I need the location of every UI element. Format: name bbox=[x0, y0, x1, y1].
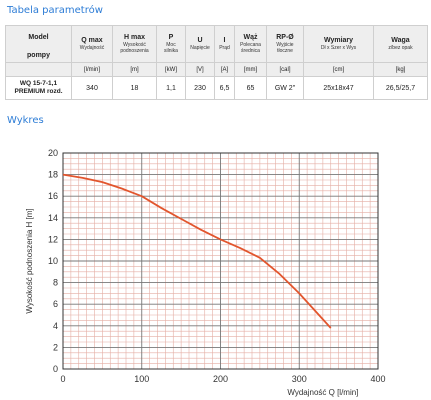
header-weight: Waga z/bez opak bbox=[373, 25, 428, 63]
header-voltage: U Napięcie bbox=[185, 25, 215, 63]
pump-performance-chart: 0 100 200 300 400 0 2 4 6 8 10 12 14 16 18 20 Wydajność … bbox=[25, 148, 386, 397]
y-tick-label: 12 bbox=[48, 234, 58, 244]
model-name-cell: WQ 15-7-1,1 PREMIUM rozd. bbox=[5, 76, 72, 100]
y-tick-label: 16 bbox=[48, 191, 58, 201]
column-subtitle: średnica bbox=[241, 48, 260, 54]
model-name-line: PREMIUM rozd. bbox=[14, 88, 63, 95]
table-unit-row: [l/min] [m] [kW] [V] [A] [mm] [cal] [cm]… bbox=[5, 62, 428, 77]
column-title: Wymiary bbox=[323, 37, 354, 44]
column-title: I bbox=[223, 37, 226, 44]
column-subtitle: Wysokość bbox=[123, 42, 146, 48]
x-tick-label: 100 bbox=[134, 374, 149, 384]
plot-frame bbox=[62, 152, 379, 370]
header-current: I Prąd bbox=[214, 25, 235, 63]
value-qmax: 340 bbox=[71, 76, 113, 100]
column-title: Wąż bbox=[243, 34, 258, 41]
x-tick-label: 200 bbox=[213, 374, 228, 384]
parameters-table: Model pompy Q max Wydajność H max Wysoko… bbox=[5, 25, 428, 100]
unit-cell: [cm] bbox=[303, 62, 374, 77]
column-title: Q max bbox=[81, 37, 103, 44]
table-section-title: Tabela parametrów bbox=[7, 5, 103, 16]
unit-cell: [kW] bbox=[156, 62, 186, 77]
unit-cell: [cal] bbox=[266, 62, 304, 77]
column-subtitle: podnoszenia bbox=[120, 48, 149, 54]
unit-cell: [mm] bbox=[234, 62, 267, 77]
value-power: 1,1 bbox=[156, 76, 186, 100]
y-tick-label: 10 bbox=[48, 256, 58, 266]
chart-section-title: Wykres bbox=[7, 115, 44, 126]
header-qmax: Q max Wydajność bbox=[71, 25, 113, 63]
x-tick-label: 0 bbox=[60, 374, 65, 384]
value-weight: 26,5/25,7 bbox=[373, 76, 428, 100]
column-title: H max bbox=[123, 34, 145, 41]
column-subtitle: tłoczne bbox=[277, 48, 293, 54]
column-title: U bbox=[197, 37, 203, 44]
unit-cell: [l/min] bbox=[71, 62, 113, 77]
y-tick-label: 14 bbox=[48, 213, 58, 223]
y-tick-label: 2 bbox=[53, 342, 58, 352]
column-subtitle: Dł x Szer x Wys bbox=[320, 45, 357, 51]
model-header-cell: Model pompy bbox=[5, 25, 72, 63]
y-axis-label: Wysokość podnoszenia H [m] bbox=[25, 208, 34, 313]
column-subtitle: Moc bbox=[166, 42, 176, 48]
header-hmax: H max Wysokość podnoszenia bbox=[112, 25, 157, 63]
column-subtitle: Wyjście bbox=[276, 42, 294, 48]
y-tick-label: 8 bbox=[53, 278, 58, 288]
y-tick-label: 6 bbox=[53, 299, 58, 309]
unit-cell: [V] bbox=[185, 62, 215, 77]
header-outlet: RP-Ø Wyjście tłoczne bbox=[266, 25, 304, 63]
column-subtitle: Wydajność bbox=[79, 45, 105, 51]
value-hmax: 18 bbox=[112, 76, 157, 100]
x-tick-label: 400 bbox=[370, 374, 385, 384]
header-hose: Wąż Polecana średnica bbox=[234, 25, 267, 63]
column-subtitle: Prąd bbox=[219, 45, 230, 51]
unit-cell: [A] bbox=[214, 62, 235, 77]
model-name-line: WQ 15-7-1,1 bbox=[19, 80, 58, 87]
header-power: P Moc silnika bbox=[156, 25, 186, 63]
column-title: Waga bbox=[391, 37, 410, 44]
x-tick-label: 300 bbox=[292, 374, 307, 384]
x-axis-label: Wydajność Q [l/min] bbox=[287, 388, 358, 397]
table-header-row: Model pompy Q max Wydajność H max Wysoko… bbox=[5, 25, 428, 63]
unit-cell: [kg] bbox=[373, 62, 428, 77]
model-header-line: Model bbox=[28, 34, 49, 41]
column-subtitle: silnika bbox=[164, 48, 178, 54]
header-dimensions: Wymiary Dł x Szer x Wys bbox=[303, 25, 374, 63]
value-dimensions: 25x18x47 bbox=[303, 76, 374, 100]
y-tick-label: 0 bbox=[53, 364, 58, 374]
column-subtitle: z/bez opak bbox=[388, 45, 413, 51]
y-tick-label: 18 bbox=[48, 170, 58, 180]
model-header-line: pompy bbox=[27, 52, 50, 59]
value-hose: 65 bbox=[234, 76, 267, 100]
value-voltage: 230 bbox=[185, 76, 215, 100]
value-current: 6,5 bbox=[214, 76, 235, 100]
column-title: P bbox=[168, 34, 174, 41]
model-unit-cell bbox=[5, 62, 72, 77]
y-tick-label: 20 bbox=[48, 148, 58, 158]
value-outlet: GW 2" bbox=[266, 76, 304, 100]
unit-cell: [m] bbox=[112, 62, 157, 77]
table-row: WQ 15-7-1,1 PREMIUM rozd. 340 18 1,1 230… bbox=[5, 76, 428, 100]
series-line bbox=[62, 173, 332, 329]
y-tick-label: 4 bbox=[53, 321, 58, 331]
column-subtitle: Polecana bbox=[240, 42, 261, 48]
column-title: RP-Ø bbox=[276, 34, 294, 41]
column-subtitle: Napięcie bbox=[190, 45, 210, 51]
